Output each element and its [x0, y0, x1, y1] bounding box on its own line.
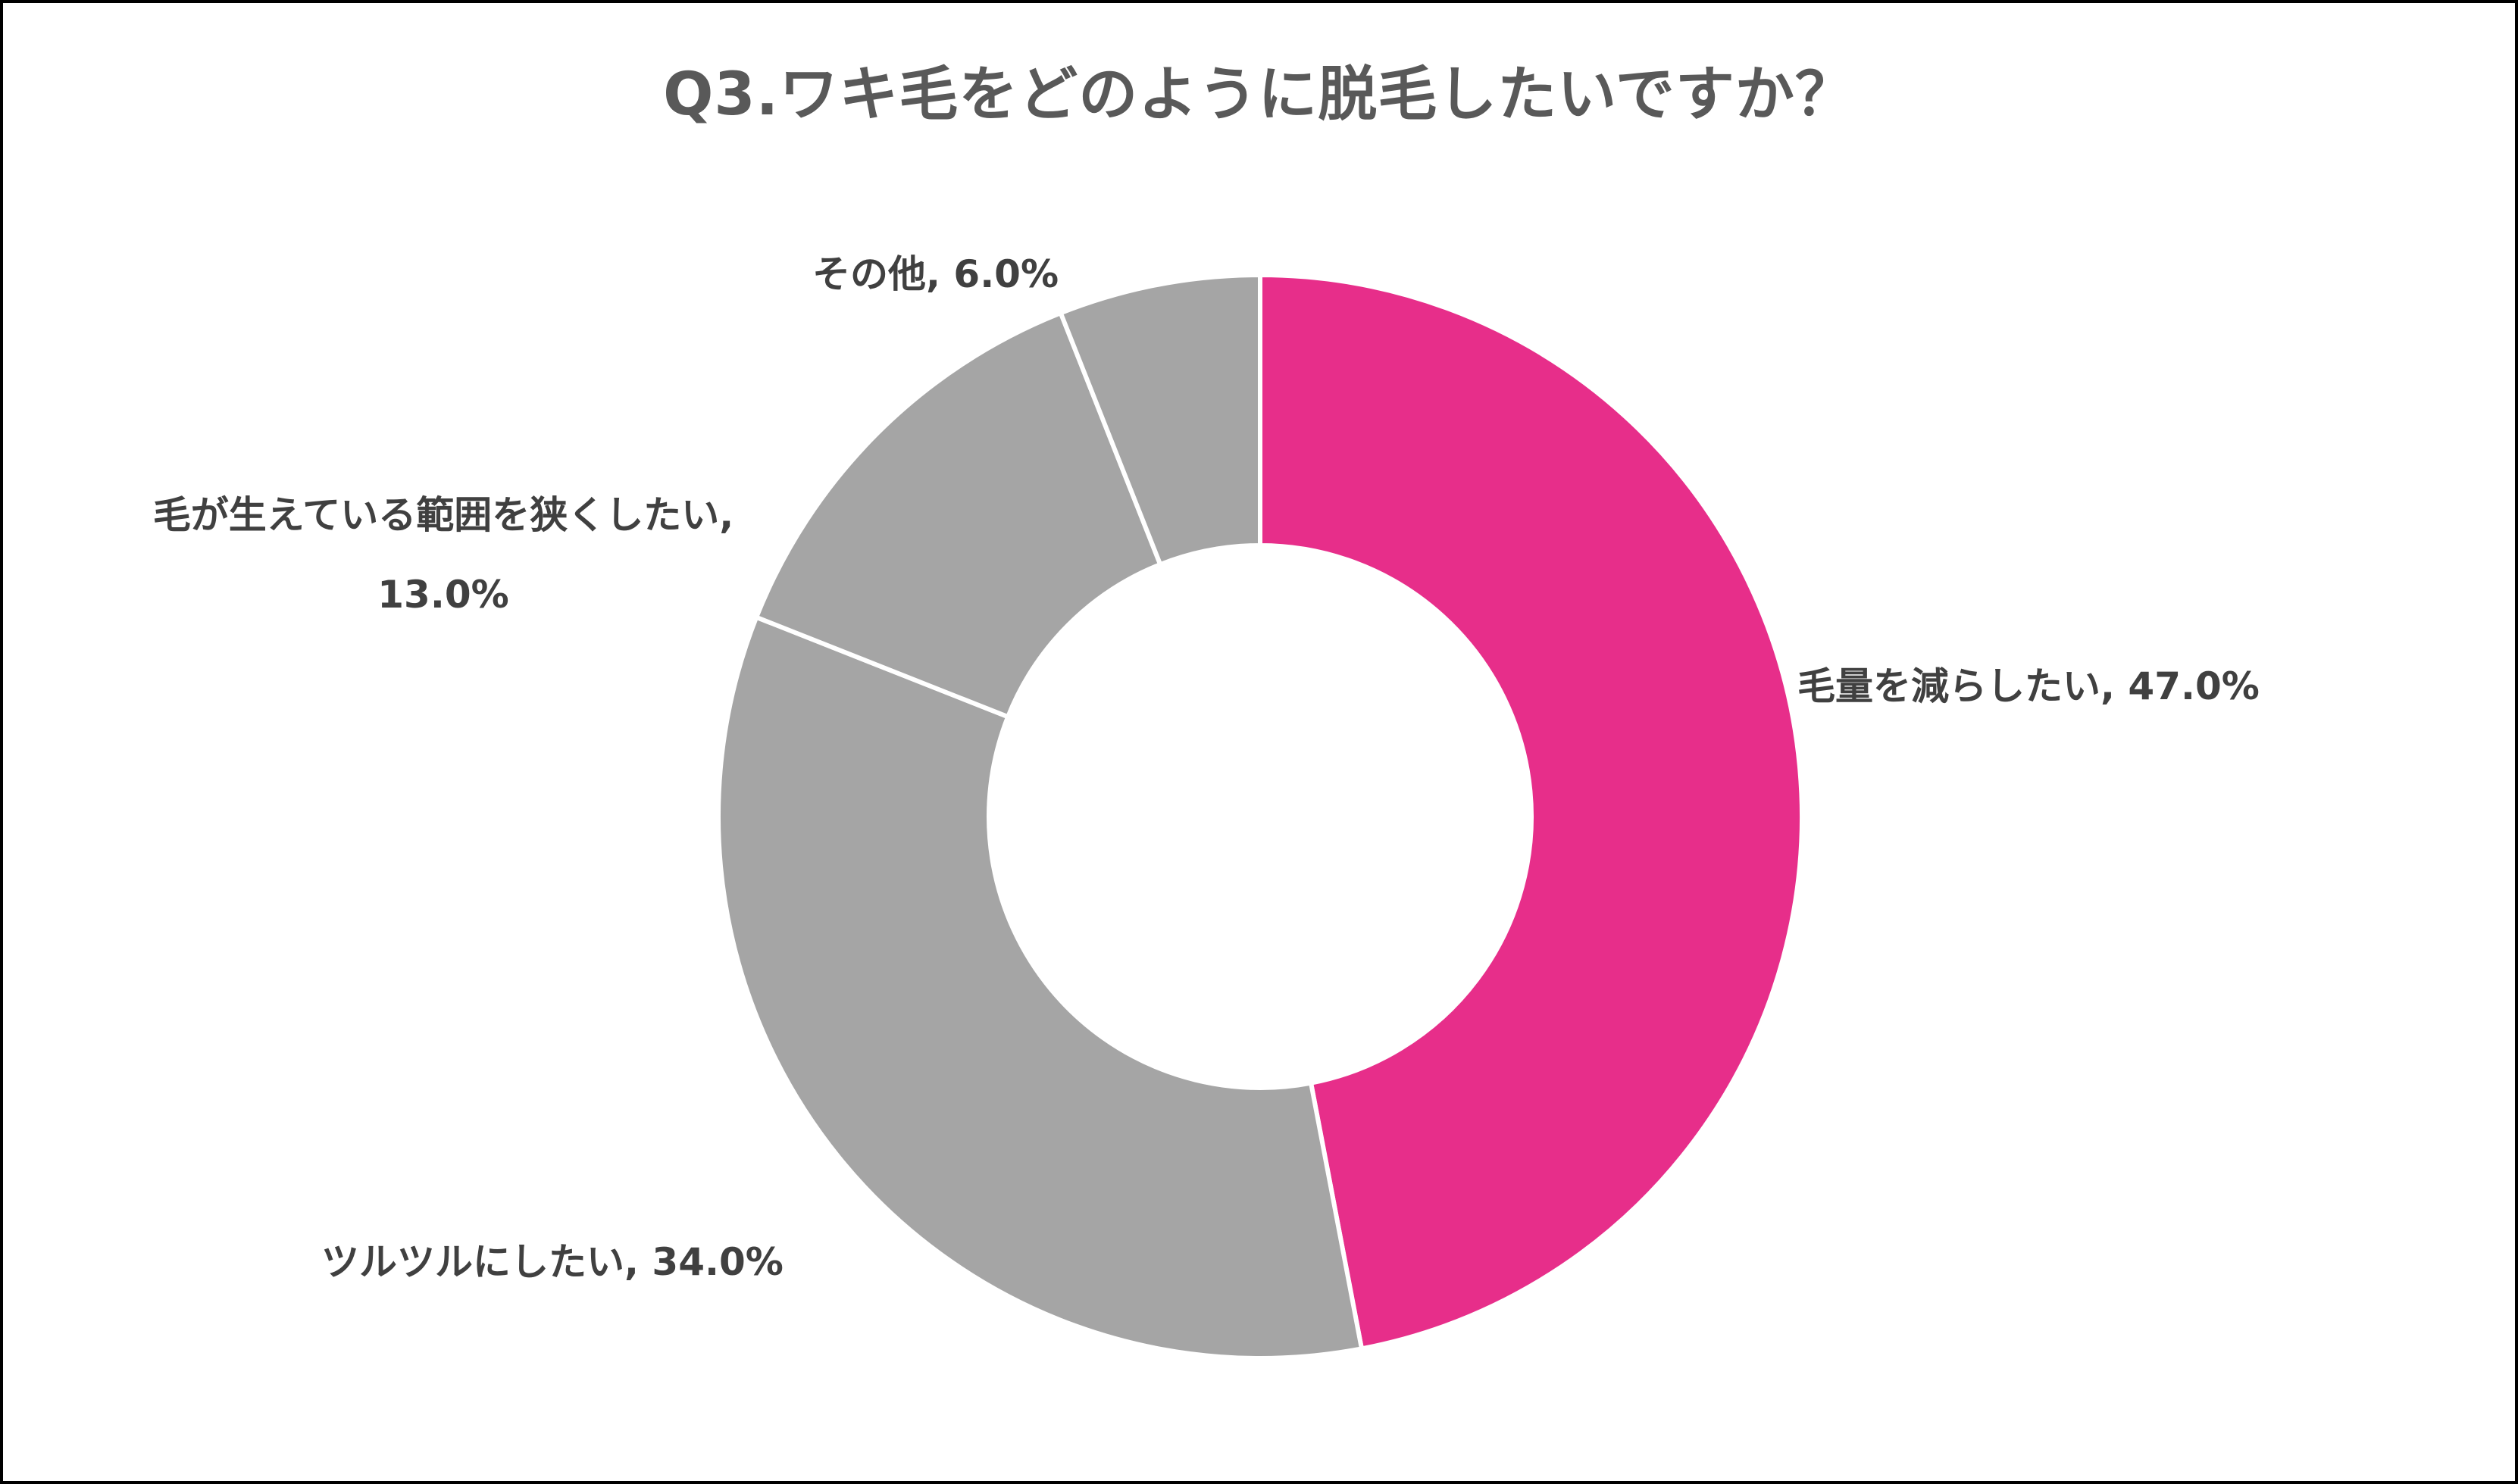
data-label-narrow-range-line2: 13.0% — [377, 573, 509, 617]
data-label-narrow-range: 毛が生えている範囲を狭くしたい, 13.0% — [121, 485, 765, 617]
data-label-reduce-amount: 毛量を減らしたい, 47.0% — [1797, 664, 2260, 708]
chart-title: Q3.ワキ毛をどのように脱毛したいですか？ — [663, 61, 1855, 129]
data-label-smooth: ツルツルにしたい, 34.0% — [321, 1240, 784, 1284]
slice-other — [1057, 272, 1262, 568]
data-label-narrow-range-line1: 毛が生えている範囲を狭くしたい, — [152, 493, 734, 537]
slice-narrow-range — [753, 310, 1164, 720]
slice-reduce-amount — [1258, 272, 1804, 1351]
data-label-other: その他, 6.0% — [812, 252, 1059, 296]
slice-smooth — [716, 614, 1365, 1361]
